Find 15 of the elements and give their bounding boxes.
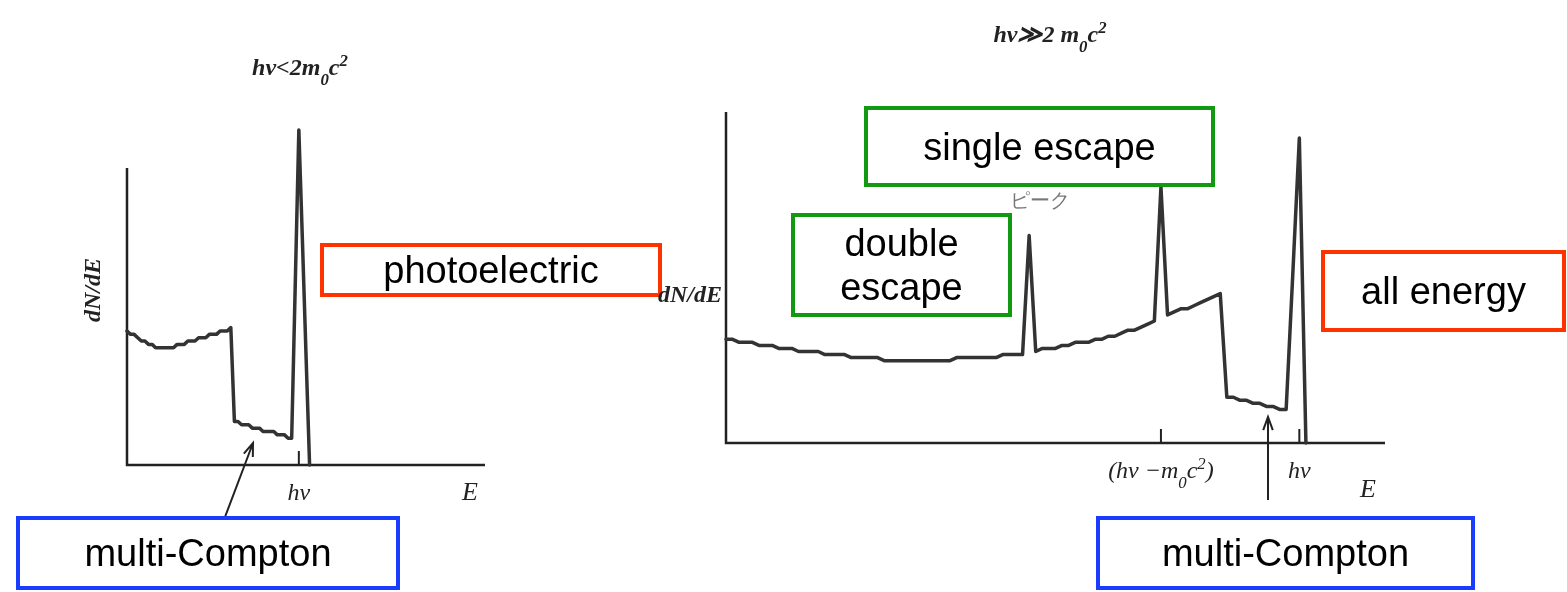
text: multi-Compton	[84, 532, 332, 574]
text: multi-Compton	[1161, 532, 1410, 574]
annotation: photoelectric	[383, 249, 599, 291]
chart-title: hν<2m$_{0}$c$^{2}$	[252, 50, 348, 89]
x-axis-title: E	[1359, 474, 1377, 503]
annotation: double escape	[840, 222, 963, 308]
x-tick-label: (hν −m$_{0}$c$^{2}$)	[1108, 453, 1214, 492]
text: hν	[287, 479, 311, 505]
x-axis-title: E	[461, 477, 479, 506]
annotation: all energy	[1361, 270, 1526, 312]
annotation: single escape	[923, 125, 1156, 168]
annotation: ピーク	[1010, 189, 1070, 211]
y-axis-title: dN/dE	[657, 281, 723, 307]
y-axis-title: dN/dE	[79, 257, 105, 323]
chart-title: hν≫2 m$_{0}$c$^{2}$	[993, 17, 1107, 56]
